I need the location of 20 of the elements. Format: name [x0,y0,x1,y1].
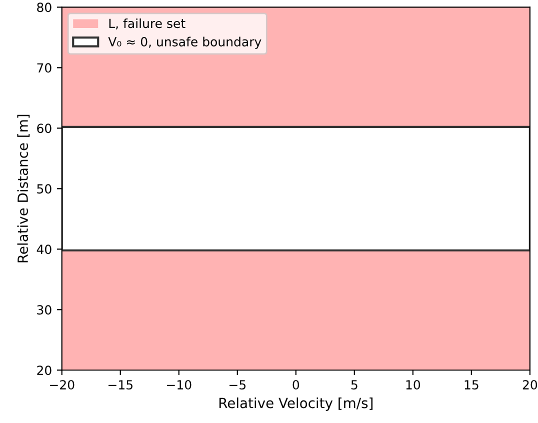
x-tick-label: −10 [167,380,192,390]
y-tick-label: 80 [37,2,52,12]
x-tick-label: −15 [108,380,132,390]
x-tick-label: 20 [522,380,538,390]
x-axis-title: Relative Velocity [m/s] [219,398,373,411]
y-tick-label: 40 [36,244,52,254]
x-tick-label: 15 [464,380,478,390]
x-tick-label: 0 [292,380,300,390]
legend-label: V₀ ≈ 0, unsafe boundary [108,36,262,49]
y-tick-label: 60 [37,124,52,134]
y-tick-label: 50 [37,184,52,194]
y-axis-title: Relative Distance [m] [17,114,30,262]
y-tick-label: 30 [37,305,52,315]
x-tick-label: −5 [230,380,246,390]
x-tick-label: 10 [406,380,420,390]
x-tick-label: −20 [50,380,74,390]
y-tick-label: 70 [37,63,52,73]
legend-label: L, failure set [109,18,186,30]
x-tick-label: 5 [351,380,358,390]
y-tick-label: 20 [37,366,52,376]
